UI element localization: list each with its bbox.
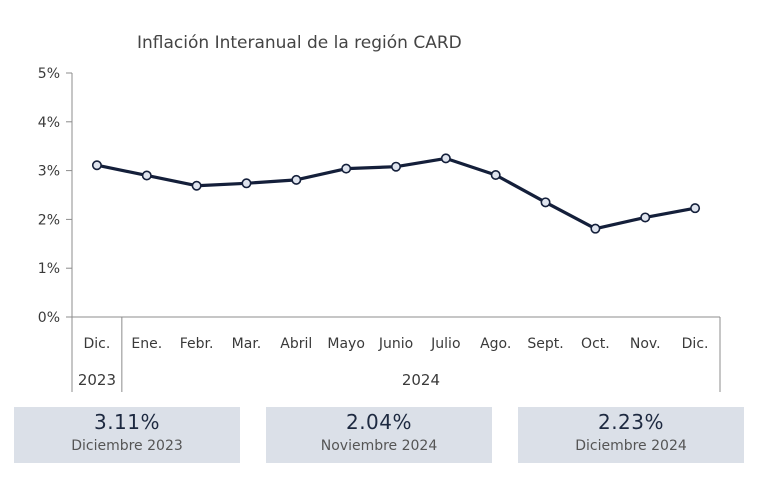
- x-tick-label: Dic.: [84, 336, 111, 352]
- series-inflation: [91, 153, 701, 234]
- card-value: 2.23%: [597, 410, 665, 434]
- x-tick-label: Ago.: [480, 336, 511, 352]
- data-point: [241, 178, 252, 189]
- summary-card-dec-2023: 3.11% Diciembre 2023: [14, 407, 240, 463]
- x-group-label: 2023: [78, 371, 116, 389]
- data-point: [590, 223, 601, 234]
- data-point: [490, 169, 501, 180]
- x-tick-label: Ene.: [131, 336, 162, 352]
- y-tick-label: 3%: [38, 164, 60, 180]
- y-tick-label: 5%: [38, 66, 60, 82]
- data-point: [690, 203, 701, 214]
- x-tick-label: Febr.: [180, 336, 214, 352]
- summary-card-dec-2024: 2.23% Diciembre 2024: [518, 407, 744, 463]
- card-value: 2.04%: [345, 410, 413, 434]
- x-group-label: 2024: [402, 371, 440, 389]
- y-tick-label: 4%: [38, 115, 60, 131]
- x-tick-label: Sept.: [527, 336, 563, 352]
- data-point: [390, 161, 401, 172]
- x-tick-label: Abril: [280, 336, 312, 352]
- data-point: [91, 160, 102, 171]
- x-tick-label: Dic.: [682, 336, 709, 352]
- x-tick-label: Julio: [430, 336, 460, 352]
- card-label: Diciembre 2024: [575, 438, 687, 454]
- card-value: 3.11%: [93, 410, 161, 434]
- chart-title: Inflación Interanual de la región CARD: [137, 33, 462, 53]
- y-tick-label: 2%: [38, 212, 60, 228]
- card-label: Noviembre 2024: [320, 438, 438, 454]
- data-point: [141, 170, 152, 181]
- x-axis: Dic. Ene. Febr. Mar. Abril Mayo Junio Julio Ago.…: [71, 316, 721, 392]
- x-tick-label: Mayo: [327, 336, 365, 352]
- data-point: [341, 163, 352, 174]
- data-point: [640, 212, 651, 223]
- x-tick-label: Junio: [378, 336, 413, 352]
- data-point: [191, 180, 202, 191]
- inflation-chart: Inflación Interanual de la región CARD 0…: [38, 33, 721, 392]
- data-point: [440, 153, 451, 164]
- x-tick-label: Nov.: [630, 336, 661, 352]
- y-tick-label: 1%: [38, 261, 60, 277]
- card-label: Diciembre 2023: [71, 438, 183, 454]
- summary-card-nov-2024: 2.04% Noviembre 2024: [266, 407, 492, 463]
- y-axis: 0% 1% 2% 3% 4% 5%: [38, 66, 73, 326]
- data-point: [540, 197, 551, 208]
- y-tick-label: 0%: [38, 310, 60, 326]
- x-tick-label: Mar.: [232, 336, 262, 352]
- x-tick-label: Oct.: [581, 336, 610, 352]
- data-point: [291, 174, 302, 185]
